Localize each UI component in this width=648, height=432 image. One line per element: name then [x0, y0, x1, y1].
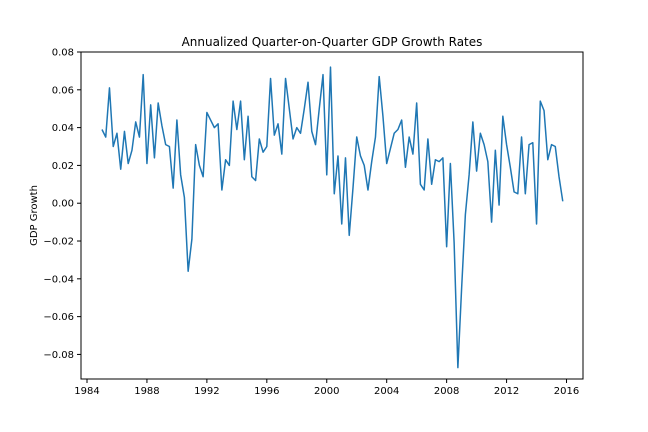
x-tick-label: 2008	[434, 386, 459, 397]
x-tick-label: 2000	[314, 386, 339, 397]
x-tick-label: 2016	[554, 386, 579, 397]
x-tick-label: 1996	[254, 386, 279, 397]
y-tick-label: 0.08	[52, 48, 74, 59]
x-tick-label: 2004	[374, 386, 399, 397]
x-tick-label: 1988	[134, 386, 159, 397]
y-tick-label: 0.02	[52, 161, 74, 172]
x-axis: 1984 1988 1992 1996 2000 2004 2008 2012 2016	[74, 379, 579, 397]
y-axis-label: GDP Growth	[29, 185, 40, 246]
y-axis: −0.08 −0.06 −0.04 −0.02 0.00 0.02 0.04 0.06 0.08	[43, 48, 81, 361]
y-tick-label: −0.04	[43, 274, 74, 285]
y-tick-label: −0.02	[43, 237, 74, 248]
plot-frame	[80, 51, 584, 380]
x-tick-label: 1984	[74, 386, 99, 397]
x-tick-label: 1992	[194, 386, 219, 397]
chart-title: Annualized Quarter-on-Quarter GDP Growth…	[182, 35, 483, 49]
x-tick-label: 2012	[494, 386, 519, 397]
y-tick-label: 0.00	[52, 199, 74, 210]
series-line	[101, 66, 564, 369]
y-tick-label: −0.06	[43, 312, 74, 323]
y-tick-label: 0.06	[52, 85, 74, 96]
y-tick-label: −0.08	[43, 350, 74, 361]
y-tick-label: 0.04	[52, 123, 74, 134]
